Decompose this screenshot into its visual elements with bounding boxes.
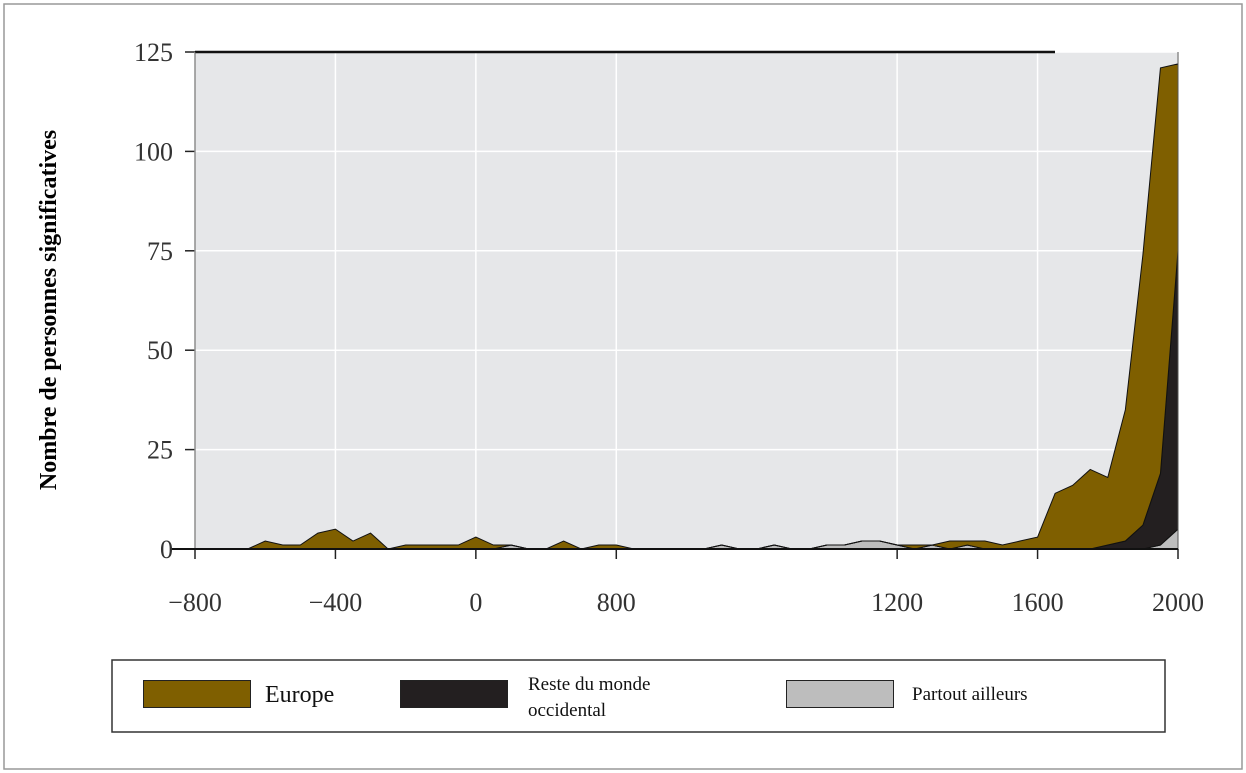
x-tick-label: 1600	[1012, 588, 1064, 617]
legend-swatch	[143, 680, 251, 708]
legend-label: Partout ailleurs	[912, 684, 1028, 705]
y-tick-label: 100	[134, 137, 173, 166]
x-tick-label: −400	[309, 588, 363, 617]
legend-box	[111, 659, 1166, 733]
y-tick-label: 75	[147, 237, 173, 266]
plot-area	[195, 52, 1178, 549]
y-tick-label: 25	[147, 436, 173, 465]
legend-label: Reste du monde occidental	[528, 674, 651, 721]
x-tick-label: 1200	[871, 588, 923, 617]
y-axis-label: Nombre de personnes significatives	[36, 130, 62, 490]
x-tick-label: 2000	[1152, 588, 1204, 617]
y-tick-label: 125	[134, 38, 173, 67]
y-tick-label: 0	[160, 535, 173, 564]
x-tick-label: 0	[469, 588, 482, 617]
legend-swatch	[786, 680, 894, 708]
legend-label: Europe	[265, 682, 335, 708]
legend-swatch	[400, 680, 508, 708]
frame	[3, 3, 1243, 770]
y-tick-label: 50	[147, 336, 173, 365]
x-tick-label: 800	[597, 588, 636, 617]
x-tick-label: −800	[168, 588, 222, 617]
